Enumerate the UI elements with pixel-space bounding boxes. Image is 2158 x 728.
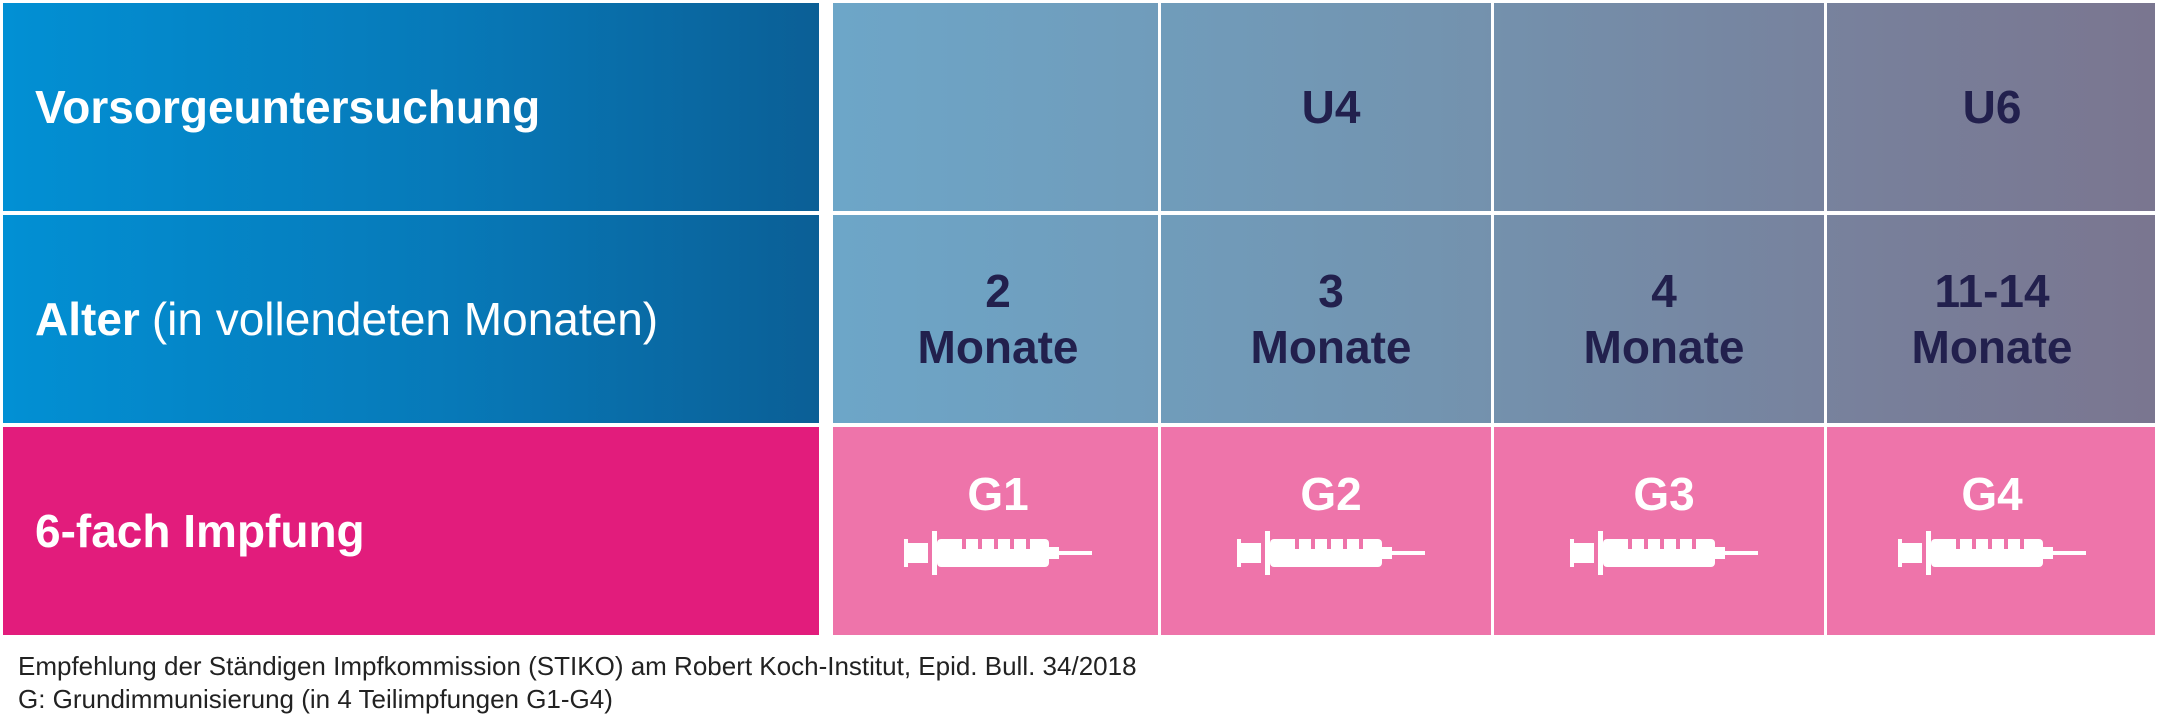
dose-label: G4 (1961, 468, 2023, 520)
dose-label: G3 (1633, 468, 1695, 520)
syringe-icon (904, 531, 1092, 575)
syringe-icon (1898, 531, 2086, 575)
age-row-band: 2 Monate 3 Monate 4 Monate 11-14 Monate (833, 215, 2155, 423)
dose-cell-g4: G4 (1827, 427, 2157, 635)
vaccination-schedule-table: Vorsorgeuntersuchung U4 U6 Alter (in vol… (3, 3, 2155, 635)
age-number: 4 (1651, 265, 1677, 317)
row-label-age: Alter (in vollendeten Monaten) (3, 215, 819, 423)
age-unit: Monate (1250, 321, 1412, 373)
age-cell-3: 4 Monate (1499, 215, 1829, 423)
column-divider (1158, 3, 1161, 211)
checkup-value: U6 (1962, 81, 2022, 133)
age-unit: Monate (1583, 321, 1745, 373)
checkup-value: U4 (1301, 81, 1361, 133)
checkup-cell-2: U4 (1166, 3, 1496, 211)
column-divider (1824, 427, 1827, 635)
row-label-checkup-text: Vorsorgeuntersuchung (35, 81, 541, 133)
row-label-age-bold: Alter (35, 293, 140, 345)
row-label-checkup: Vorsorgeuntersuchung (3, 3, 819, 211)
age-unit: Monate (917, 321, 1079, 373)
syringe-icon (1570, 531, 1758, 575)
column-divider (1491, 215, 1494, 423)
age-cell-4: 11-14 Monate (1827, 215, 2157, 423)
dose-cell-g3: G3 (1499, 427, 1829, 635)
age-number: 11-14 (1934, 265, 2050, 317)
footnote-source: Empfehlung der Ständigen Impfkommission … (18, 651, 1137, 681)
row-label-vaccine-text: 6-fach Impfung (35, 505, 365, 557)
column-divider (1158, 215, 1161, 423)
column-divider (1158, 427, 1161, 635)
checkup-cell-4: U6 (1827, 3, 2157, 211)
dose-cell-g2: G2 (1166, 427, 1496, 635)
age-unit: Monate (1911, 321, 2073, 373)
checkup-row-band: U4 U6 (833, 3, 2155, 211)
age-number: 3 (1318, 265, 1344, 317)
dose-cell-g1: G1 (833, 427, 1163, 635)
vaccine-row-band: G1 G2 (833, 427, 2155, 635)
row-label-vaccine: 6-fach Impfung (3, 427, 819, 635)
checkup-cell-1 (833, 3, 1163, 211)
age-cell-2: 3 Monate (1166, 215, 1496, 423)
column-divider (1491, 3, 1494, 211)
dose-label: G1 (967, 468, 1029, 520)
footnote-legend: G: Grundimmunisierung (in 4 Teilimpfunge… (18, 684, 613, 714)
column-divider (1491, 427, 1494, 635)
checkup-cell-3 (1499, 3, 1829, 211)
syringe-icon (1237, 531, 1425, 575)
column-divider (1824, 215, 1827, 423)
age-cell-1: 2 Monate (833, 215, 1163, 423)
row-label-age-light: (in vollendeten Monaten) (151, 293, 659, 345)
column-divider (1824, 3, 1827, 211)
age-number: 2 (985, 265, 1011, 317)
dose-label: G2 (1300, 468, 1362, 520)
